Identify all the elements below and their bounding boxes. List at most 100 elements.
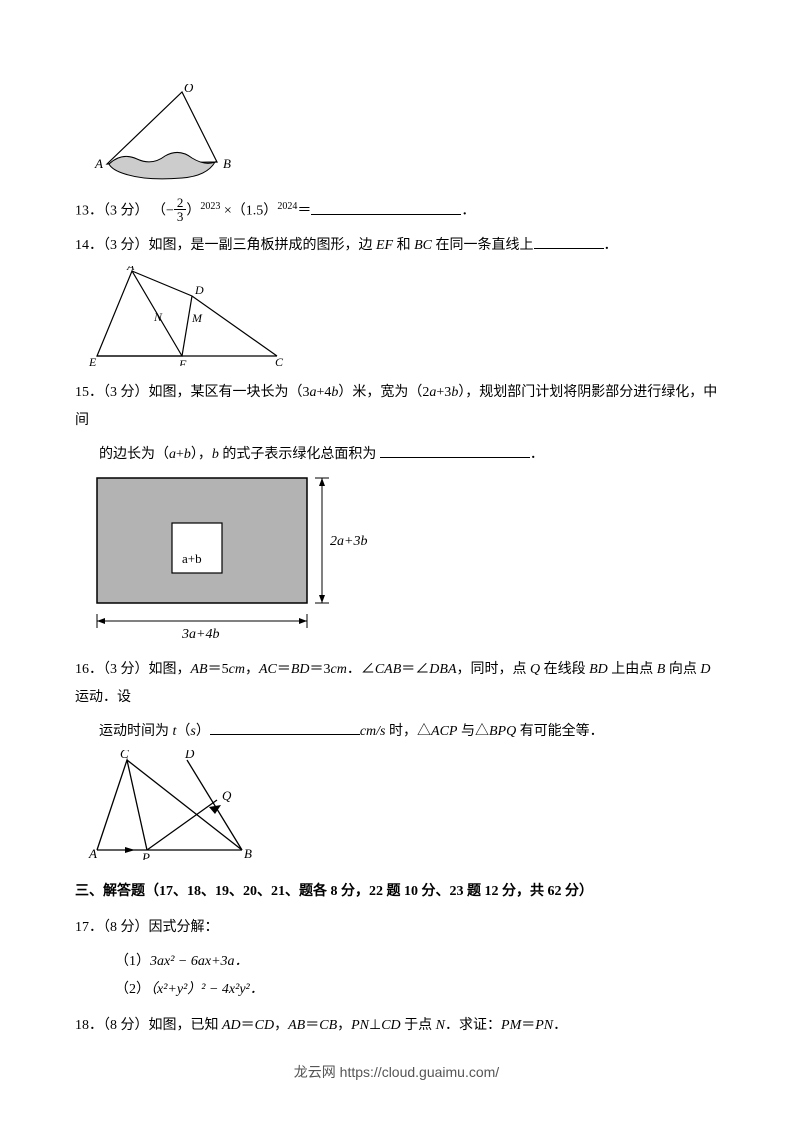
q18-comma2: ，	[337, 1018, 351, 1033]
q16-figure: C D Q A P B	[87, 750, 723, 865]
q13-times: ×（1.5）	[220, 204, 277, 219]
svg-text:Q: Q	[222, 788, 232, 803]
q13-equals: ＝	[297, 204, 311, 219]
q16-cms: cm/s	[360, 724, 386, 739]
q16-text1: 如图，	[149, 662, 191, 677]
q16-ab: AB	[191, 662, 208, 677]
q13-period: ．	[461, 204, 475, 219]
q16-cm2: cm	[331, 662, 347, 677]
q15-a: a	[310, 385, 317, 400]
q16-paren: （	[176, 724, 190, 739]
q18-points: （8 分）	[103, 1018, 149, 1033]
q13-rparen: ）	[186, 204, 200, 219]
q16-eq2: ＝	[277, 662, 291, 677]
q15-points: （3 分）	[103, 385, 149, 400]
q15-plus3: +	[176, 447, 184, 462]
q17-sub2-expr: （x²+y²）² − 4x²y²．	[150, 982, 264, 997]
q14-ef: EF	[376, 238, 393, 253]
q15-text1: 如图，某区有一块长为（3	[149, 385, 310, 400]
q18-perp: ⊥	[369, 1018, 381, 1033]
svg-text:M: M	[191, 311, 203, 325]
svg-text:D: D	[184, 750, 195, 761]
q18-pn: PN	[351, 1018, 369, 1033]
q14-text1: 如图，是一副三角板拼成的图形，边	[149, 238, 377, 253]
q18-number: 18	[75, 1018, 89, 1033]
question-16: 16．（3 分）如图，AB＝5cm，AC＝BD＝3cm．∠CAB＝∠DBA，同时…	[75, 656, 723, 712]
q16-q: Q	[530, 662, 540, 677]
q16-bd2: BD	[589, 662, 608, 677]
q15-b4: b	[212, 447, 219, 462]
q16-text2: ，同时，点	[457, 662, 531, 677]
q16-points: （3 分）	[103, 662, 149, 677]
q16-comma1: ，	[245, 662, 259, 677]
q18-eq1: ＝	[241, 1018, 255, 1033]
q15-number: 15	[75, 385, 89, 400]
q18-ad: AD	[222, 1018, 241, 1033]
q14-period: ．	[604, 238, 618, 253]
svg-text:F: F	[178, 357, 187, 366]
q16-l2-4: 有可能全等．	[516, 724, 604, 739]
q15-a3: a	[169, 447, 176, 462]
q14-blank[interactable]	[534, 234, 604, 249]
q16-eq1: ＝5	[208, 662, 229, 677]
q14-bc: BC	[414, 238, 432, 253]
q16-acp: ACP	[431, 724, 457, 739]
svg-text:A: A	[88, 846, 97, 860]
q17-number: 17	[75, 920, 89, 935]
q18-text1: 如图，已知	[149, 1018, 223, 1033]
q13-exp1: 2023	[200, 201, 220, 212]
q16-text4: 上由点	[608, 662, 657, 677]
q17-sub1-expr: 3ax² − 6ax+3a．	[150, 954, 249, 969]
q16-blank[interactable]	[210, 720, 360, 735]
q16-eq3: ＝3	[310, 662, 331, 677]
q15-blank[interactable]	[380, 443, 530, 458]
section-3-header: 三、解答题（17、18、19、20、21、题各 8 分，22 题 10 分、23…	[75, 879, 723, 904]
svg-text:C: C	[275, 355, 284, 366]
q17-points: （8 分）	[103, 920, 149, 935]
q18-pm: PM	[501, 1018, 521, 1033]
question-16-line2: 运动时间为 t（s）cm/s 时，△ACP 与△BPQ 有可能全等．	[99, 718, 723, 746]
q15-l2-3: 的式子表示绿化总面积为	[219, 447, 380, 462]
svg-text:D: D	[194, 283, 204, 297]
q16-eq4: ＝∠	[401, 662, 429, 677]
q13-minus: −	[166, 204, 174, 219]
q13-points: （3 分）	[103, 204, 149, 219]
q13-number: 13	[75, 204, 89, 219]
q16-ac: AC	[259, 662, 277, 677]
label-B: B	[223, 156, 231, 171]
q18-cd: CD	[255, 1018, 274, 1033]
q18-comma1: ，	[274, 1018, 288, 1033]
q17-sub1-label: （1）	[115, 954, 150, 969]
q13-blank[interactable]	[311, 200, 461, 215]
q15-l2-2: ），	[191, 447, 212, 462]
q18-text2: 于点	[401, 1018, 436, 1033]
q13-exp2: 2024	[277, 201, 297, 212]
q15-plus2: +3	[436, 385, 451, 400]
q15-period: ．	[530, 447, 544, 462]
page-footer: 龙云网 https://cloud.guaimu.com/	[0, 1062, 793, 1082]
q16-bd: BD	[291, 662, 310, 677]
q18-pn2: PN	[535, 1018, 553, 1033]
q15-b3: b	[184, 447, 191, 462]
q18-text3: ．求证：	[445, 1018, 501, 1033]
question-15-line2: 的边长为（a+b），b 的式子表示绿化总面积为 ．	[99, 441, 723, 469]
q17-text: 因式分解：	[149, 920, 219, 935]
question-17: 17．（8 分）因式分解：	[75, 914, 723, 942]
q18-eq2: ＝	[305, 1018, 319, 1033]
svg-text:3a+4b: 3a+4b	[181, 627, 219, 642]
q13-lparen: （	[152, 204, 166, 219]
q15-l2-1: 的边长为（	[99, 447, 169, 462]
q16-dba: DBA	[429, 662, 456, 677]
q16-l2-3: 与△	[457, 724, 489, 739]
q16-l2-1: 运动时间为	[99, 724, 173, 739]
question-18: 18．（8 分）如图，已知 AD＝CD，AB＝CB，PN⊥CD 于点 N．求证：…	[75, 1012, 723, 1040]
page-content: O A B 13．（3 分） （−23）2023 ×（1.5）2024＝． 14…	[0, 0, 793, 1086]
question-14: 14．（3 分）如图，是一副三角板拼成的图形，边 EF 和 BC 在同一条直线上…	[75, 232, 723, 260]
label-A: A	[94, 156, 103, 171]
q14-number: 14	[75, 238, 89, 253]
q18-cd2: CD	[381, 1018, 400, 1033]
q16-paren2: ）	[196, 724, 210, 739]
q16-cab: CAB	[375, 662, 401, 677]
q18-eq3: ＝	[521, 1018, 535, 1033]
q18-period: ．	[553, 1018, 567, 1033]
